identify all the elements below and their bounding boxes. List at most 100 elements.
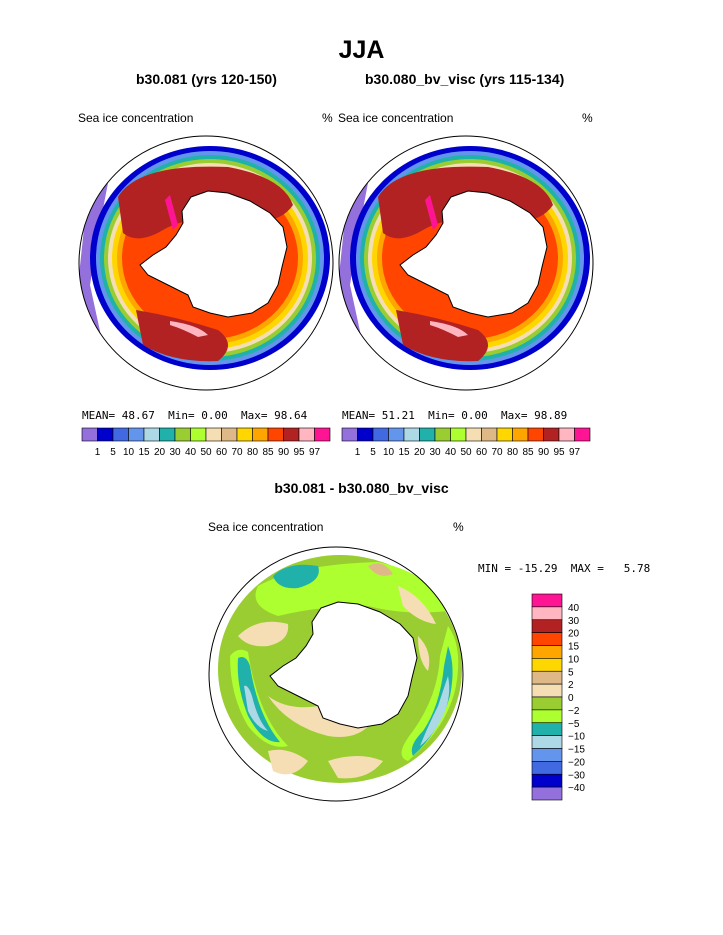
panel2-max-value: 98.89 — [534, 409, 568, 422]
colorbar-swatch — [527, 427, 544, 442]
colorbar-tick-label: 2 — [568, 680, 574, 691]
panel2-map-border — [338, 135, 594, 391]
colorbar-tick-label: 10 — [383, 447, 395, 458]
colorbar-swatch — [357, 427, 374, 442]
colorbar-tick-label: −15 — [568, 745, 585, 756]
panel3-subtitle: b30.081 - b30.080_bv_visc — [274, 480, 449, 496]
colorbar-tick-label: −40 — [568, 783, 585, 794]
colorbar-swatch — [531, 683, 563, 698]
panel2-units: % — [582, 111, 593, 125]
colorbar-tick-label: 80 — [507, 447, 519, 458]
colorbar-tick-label: 95 — [293, 447, 305, 458]
colorbar-tick-label: 10 — [568, 654, 580, 665]
colorbar-tick-label: 5 — [370, 447, 376, 458]
colorbar-swatch — [531, 632, 563, 646]
colorbar-swatch — [531, 722, 563, 736]
colorbar-tick-label: −5 — [568, 719, 580, 730]
colorbar-tick-label: −30 — [568, 770, 585, 781]
colorbar-tick-label: 97 — [569, 447, 581, 458]
colorbar-swatch — [97, 427, 114, 442]
colorbar-tick-label: 97 — [309, 447, 321, 458]
colorbar-swatch — [283, 427, 300, 442]
colorbar-tick-label: 90 — [278, 447, 290, 458]
colorbar-swatch — [496, 427, 513, 442]
panel3-map-border — [208, 546, 464, 802]
colorbar-tick-label: 30 — [568, 616, 580, 627]
colorbar-swatch — [174, 427, 191, 442]
colorbar-swatch — [512, 427, 529, 442]
colorbar-swatch — [543, 427, 560, 442]
panel1-map — [78, 135, 334, 391]
colorbar-tick-label: −20 — [568, 757, 585, 768]
colorbar-tick-label: 30 — [169, 447, 181, 458]
colorbar-swatch — [481, 427, 498, 442]
colorbar-swatch — [531, 748, 563, 762]
colorbar-swatch — [558, 427, 575, 442]
panel3-max-label: MAX = — [570, 562, 604, 575]
colorbar-tick-label: 80 — [247, 447, 259, 458]
colorbar-tick-label: 1 — [355, 447, 361, 458]
panel2-mean-label: MEAN= — [342, 409, 376, 422]
colorbar-swatch — [465, 427, 482, 442]
panel1-map-border — [78, 135, 334, 391]
colorbar-tick-label: 50 — [460, 447, 472, 458]
panel2-antarctica — [399, 190, 548, 318]
colorbar-swatch — [531, 786, 563, 801]
colorbar-swatch — [419, 427, 436, 442]
panel3-min-label: MIN = — [478, 562, 512, 575]
panel2-mean-value: 51.21 — [381, 409, 415, 422]
panel2-subtitle: b30.080_bv_visc (yrs 115-134) — [365, 71, 565, 87]
colorbar-swatch — [298, 427, 315, 442]
colorbar-swatch — [143, 427, 160, 442]
panel1-min-label: Min= — [168, 409, 195, 422]
figure-title: JJA — [338, 36, 385, 64]
colorbar-tick-label: 5 — [568, 667, 574, 678]
panel2-colorbar: 1 5 10 15 20 30 40 50 60 70 80 85 90 95 97 — [341, 427, 591, 458]
panel1-subtitle: b30.081 (yrs 120-150) — [136, 71, 277, 87]
colorbar-swatch — [341, 427, 358, 442]
colorbar-tick-label: 90 — [538, 447, 550, 458]
colorbar-tick-label: 20 — [414, 447, 426, 458]
colorbar-swatch — [531, 709, 563, 724]
panel3-stats: MIN = -15.29 MAX = 5.78 — [478, 562, 650, 575]
panel1-min-value: 0.00 — [201, 409, 228, 422]
panel3-max-value: 5.78 — [623, 562, 651, 575]
colorbar-swatch — [531, 606, 563, 621]
colorbar-swatch — [252, 427, 269, 442]
colorbar-tick-label: 20 — [568, 629, 580, 640]
colorbar-tick-label: 40 — [185, 447, 197, 458]
colorbar-tick-label: 5 — [110, 447, 116, 458]
colorbar-tick-label: 60 — [216, 447, 228, 458]
panel1-antarctica — [139, 190, 288, 318]
colorbar-swatch — [81, 427, 98, 442]
colorbar-tick-label: 50 — [200, 447, 212, 458]
panel1-max-value: 98.64 — [274, 409, 308, 422]
colorbar-swatch — [372, 427, 389, 442]
colorbar-swatch — [403, 427, 420, 442]
colorbar-swatch — [267, 427, 284, 442]
colorbar-swatch — [450, 427, 467, 442]
colorbar-tick-label: 70 — [491, 447, 503, 458]
panel1-variable-label: Sea ice concentration — [78, 111, 194, 125]
colorbar-swatch — [112, 427, 129, 442]
panel3-units: % — [453, 520, 464, 534]
colorbar-tick-label: 30 — [429, 447, 441, 458]
colorbar-swatch — [531, 670, 563, 685]
colorbar-swatch — [531, 658, 563, 672]
panel1-stats: MEAN= 48.67 Min= 0.00 Max= 98.64 — [82, 409, 307, 422]
colorbar-tick-label: 85 — [522, 447, 534, 458]
panel1-colorbar: 1 5 10 15 20 30 40 50 60 70 80 85 90 95 97 — [81, 427, 331, 458]
panel2-min-value: 0.00 — [461, 409, 488, 422]
panel1-units: % — [322, 111, 333, 125]
colorbar-swatch — [388, 427, 405, 442]
colorbar-tick-label: 70 — [231, 447, 243, 458]
colorbar-swatch — [236, 427, 253, 442]
colorbar-swatch — [221, 427, 238, 442]
colorbar-swatch — [531, 761, 563, 775]
panel3-map — [208, 546, 464, 802]
panel1-mean-value: 48.67 — [121, 409, 155, 422]
colorbar-tick-label: 1 — [95, 447, 101, 458]
panel1-mean-label: MEAN= — [82, 409, 116, 422]
panel2-map — [338, 135, 594, 391]
